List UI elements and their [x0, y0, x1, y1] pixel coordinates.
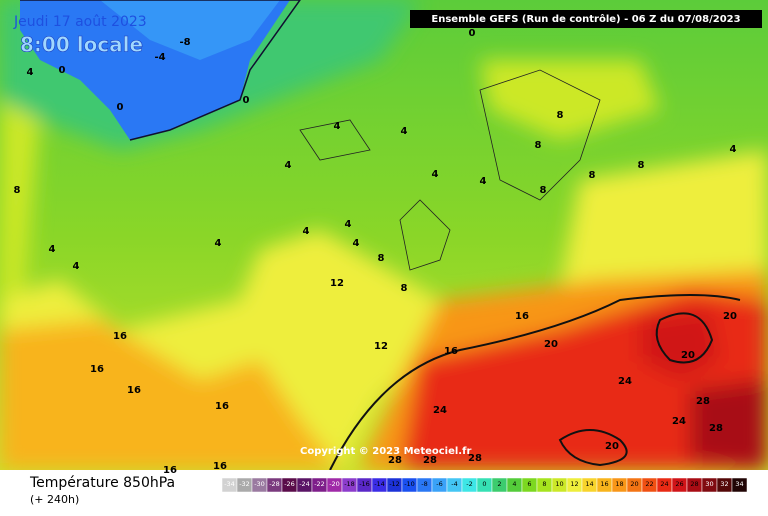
- colorbar-label: 6: [527, 480, 531, 488]
- colorbar-label: 32: [720, 480, 728, 488]
- colorbar-label: 2: [497, 480, 501, 488]
- colorbar-label: 8: [542, 480, 546, 488]
- colorbar-label: -26: [284, 480, 295, 488]
- contour-label: 16: [515, 311, 529, 322]
- contour-label: 4: [334, 121, 341, 132]
- colorbar-label: -34: [224, 480, 235, 488]
- contour-label: 20: [605, 441, 619, 452]
- colorbar-label: -20: [329, 480, 340, 488]
- colorbar-label: -32: [239, 480, 250, 488]
- contour-label: 4: [345, 219, 352, 230]
- colorbar-label: 26: [675, 480, 683, 488]
- contour-label: 8: [557, 110, 564, 121]
- copyright: Copyright © 2023 Meteociel.fr: [300, 446, 471, 457]
- contour-label: 16: [127, 385, 141, 396]
- date: Jeudi 17 août 2023: [13, 14, 147, 30]
- footer-lead: (+ 240h): [30, 493, 79, 506]
- contour-label: -4: [154, 52, 165, 63]
- temperature-field: [0, 0, 768, 471]
- contour-label: 4: [480, 176, 487, 187]
- colorbar-label: 30: [705, 480, 713, 488]
- colorbar-label: 4: [512, 480, 516, 488]
- contour-label: 0: [117, 102, 124, 113]
- contour-label: 24: [433, 405, 447, 416]
- colorbar-label: 18: [615, 480, 623, 488]
- colorbar-label: -24: [299, 480, 310, 488]
- contour-label: 24: [618, 376, 632, 387]
- contour-label: 4: [73, 261, 80, 272]
- colorbar-label: -6: [436, 480, 442, 488]
- colorbar-label: -8: [421, 480, 427, 488]
- contour-label: 4: [432, 169, 439, 180]
- contour-label: 28: [468, 453, 482, 464]
- contour-label: 4: [215, 238, 222, 249]
- colorbar-label: -10: [404, 480, 415, 488]
- colorbar-label: -28: [269, 480, 280, 488]
- colorbar-label: -4: [451, 480, 457, 488]
- contour-label: 12: [330, 278, 344, 289]
- contour-label: 8: [535, 140, 542, 151]
- contour-label: 16: [215, 401, 229, 412]
- run-info: Ensemble GEFS (Run de contrôle) - 06 Z d…: [431, 13, 740, 25]
- contour-label: 0: [243, 95, 250, 106]
- contour-label: 4: [303, 226, 310, 237]
- colorbar-label: 0: [482, 480, 486, 488]
- contour-label: 8: [540, 185, 547, 196]
- contour-label: 20: [544, 339, 558, 350]
- contour-label: 12: [374, 341, 388, 352]
- contour-label: 8: [378, 253, 385, 264]
- colorbar-label: 12: [570, 480, 578, 488]
- contour-label: 28: [709, 423, 723, 434]
- colorbar-label: 14: [585, 480, 593, 488]
- contour-label: 8: [638, 160, 645, 171]
- colorbar-label: 16: [600, 480, 608, 488]
- contour-label: 4: [285, 160, 292, 171]
- colorbar-label: 22: [645, 480, 653, 488]
- contour-label: 0: [469, 28, 476, 39]
- colorbar-label: -22: [314, 480, 325, 488]
- colorbar-label: -16: [359, 480, 370, 488]
- colorbar-label: -18: [344, 480, 355, 488]
- colorbar-label: -12: [389, 480, 400, 488]
- colorbar-cell: [731, 477, 748, 493]
- contour-label: 16: [113, 331, 127, 342]
- colorbar-label: 20: [630, 480, 638, 488]
- contour-label: 28: [388, 455, 402, 466]
- footer-title: Température 850hPa: [29, 475, 175, 491]
- contour-label: 16: [213, 461, 227, 472]
- contour-label: 28: [423, 455, 437, 466]
- contour-label: 8: [401, 283, 408, 294]
- colorbar-label: 10: [555, 480, 563, 488]
- contour-label: 16: [444, 346, 458, 357]
- contour-label: 4: [353, 238, 360, 249]
- colorbar-label: 24: [660, 480, 668, 488]
- contour-label: 4: [730, 144, 737, 155]
- contour-label: 4: [49, 244, 56, 255]
- contour-label: 28: [696, 396, 710, 407]
- colorbar-label: -2: [466, 480, 472, 488]
- contour-label: 8: [14, 185, 21, 196]
- colorbar-label: 28: [690, 480, 698, 488]
- contour-label: 4: [27, 67, 34, 78]
- contour-label: 20: [681, 350, 695, 361]
- contour-label: 16: [163, 465, 177, 476]
- local-time: 8:00 locale: [20, 33, 143, 57]
- contour-label: 0: [59, 65, 66, 76]
- contour-label: 24: [672, 416, 686, 427]
- colorbar-label: 34: [735, 480, 743, 488]
- contour-label: 20: [723, 311, 737, 322]
- contour-label: 8: [589, 170, 596, 181]
- run-box: [410, 10, 762, 28]
- colorbar-label: -30: [254, 480, 265, 488]
- colorbar-label: -14: [374, 480, 385, 488]
- contour-label: 16: [90, 364, 104, 375]
- contour-label: -8: [179, 37, 190, 48]
- contour-label: 4: [401, 126, 408, 137]
